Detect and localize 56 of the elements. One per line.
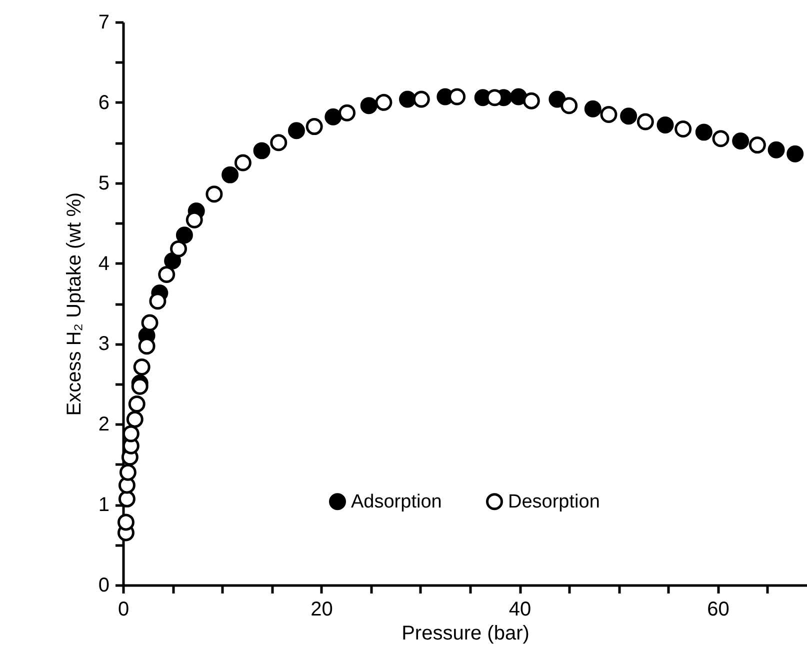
point	[324, 108, 342, 126]
x-tick-label: 0	[118, 598, 130, 620]
legend-label: Desorption	[508, 492, 600, 513]
point	[768, 141, 785, 158]
point	[253, 142, 270, 160]
point	[674, 120, 692, 138]
point	[522, 92, 540, 110]
point	[128, 396, 146, 413]
point	[117, 514, 134, 531]
point	[748, 136, 766, 154]
point	[118, 490, 136, 508]
y-tick-label: 5	[98, 172, 110, 194]
y-tick-label: 0	[98, 574, 110, 596]
point	[306, 118, 323, 136]
point	[548, 90, 566, 108]
point	[636, 113, 654, 130]
point	[584, 100, 602, 118]
point	[158, 266, 176, 284]
point	[222, 166, 239, 184]
point	[412, 90, 430, 108]
x-tick-label: 20	[310, 598, 333, 620]
point	[288, 122, 305, 140]
point	[270, 134, 288, 152]
point	[695, 124, 712, 141]
y-tick-label: 3	[98, 333, 110, 356]
point	[510, 88, 528, 106]
point	[600, 106, 618, 123]
x-tick-label: 40	[508, 598, 532, 620]
point	[732, 132, 750, 150]
point	[786, 145, 804, 162]
x-tick-label: 60	[707, 598, 730, 620]
point	[133, 358, 150, 376]
point	[656, 116, 674, 134]
point	[122, 425, 140, 442]
point	[375, 94, 392, 111]
point	[338, 104, 356, 122]
point	[126, 410, 144, 428]
point	[560, 97, 578, 114]
point	[176, 226, 193, 244]
point	[119, 464, 136, 481]
point	[399, 90, 416, 108]
point	[206, 186, 223, 203]
legend-label: Adsorption	[351, 492, 442, 513]
y-tick-label: 4	[98, 252, 110, 275]
y-tick-label: 7	[98, 12, 110, 34]
point	[360, 97, 378, 114]
point	[234, 154, 252, 172]
point	[712, 130, 730, 148]
y-tick-label: 1	[98, 494, 110, 516]
x-axis-title: Pressure (bar)	[402, 622, 530, 644]
y-tick-label: 2	[98, 414, 110, 436]
point	[141, 314, 158, 332]
y-axis-title: Excess H₂ Uptake (wt %)	[63, 192, 86, 416]
point	[620, 108, 638, 125]
point	[170, 240, 188, 258]
y-tick-label: 6	[98, 92, 110, 114]
